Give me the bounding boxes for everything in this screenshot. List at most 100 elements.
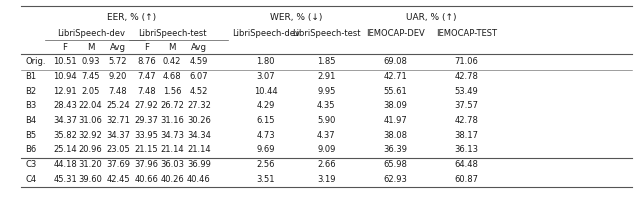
- Text: 37.96: 37.96: [134, 160, 159, 169]
- Text: 6.07: 6.07: [189, 72, 208, 81]
- Text: B4: B4: [26, 116, 36, 125]
- Text: 2.56: 2.56: [257, 160, 275, 169]
- Text: 40.26: 40.26: [160, 175, 184, 184]
- Text: 38.09: 38.09: [383, 101, 407, 110]
- Text: 38.17: 38.17: [454, 131, 479, 140]
- Text: 2.66: 2.66: [317, 160, 336, 169]
- Text: IEMOCAP-DEV: IEMOCAP-DEV: [366, 29, 424, 38]
- Text: LibriSpeech-dev: LibriSpeech-dev: [57, 29, 125, 38]
- Text: IEMOCAP-TEST: IEMOCAP-TEST: [436, 29, 497, 38]
- Text: 34.37: 34.37: [53, 116, 77, 125]
- Text: 21.15: 21.15: [135, 145, 159, 154]
- Text: EER, % (↑): EER, % (↑): [108, 13, 157, 22]
- Text: 23.05: 23.05: [106, 145, 130, 154]
- Text: 10.94: 10.94: [53, 72, 77, 81]
- Text: 31.20: 31.20: [79, 160, 102, 169]
- Text: 3.07: 3.07: [257, 72, 275, 81]
- Text: 39.60: 39.60: [79, 175, 102, 184]
- Text: 33.95: 33.95: [135, 131, 159, 140]
- Text: 7.48: 7.48: [138, 87, 156, 96]
- Text: 55.61: 55.61: [383, 87, 407, 96]
- Text: 0.93: 0.93: [81, 57, 100, 66]
- Text: 32.92: 32.92: [79, 131, 102, 140]
- Text: 35.82: 35.82: [53, 131, 77, 140]
- Text: B6: B6: [26, 145, 37, 154]
- Text: 26.72: 26.72: [160, 101, 184, 110]
- Text: B5: B5: [26, 131, 36, 140]
- Text: 37.69: 37.69: [106, 160, 130, 169]
- Text: C3: C3: [26, 160, 37, 169]
- Text: 20.96: 20.96: [79, 145, 102, 154]
- Text: 36.99: 36.99: [187, 160, 211, 169]
- Text: 4.52: 4.52: [189, 87, 208, 96]
- Text: B2: B2: [26, 87, 36, 96]
- Text: 30.26: 30.26: [187, 116, 211, 125]
- Text: 2.05: 2.05: [81, 87, 100, 96]
- Text: 1.56: 1.56: [163, 87, 181, 96]
- Text: 21.14: 21.14: [161, 145, 184, 154]
- Text: 4.68: 4.68: [163, 72, 182, 81]
- Text: 10.51: 10.51: [53, 57, 77, 66]
- Text: 34.73: 34.73: [160, 131, 184, 140]
- Text: 53.49: 53.49: [454, 87, 479, 96]
- Text: LibriSpeech-test: LibriSpeech-test: [138, 29, 207, 38]
- Text: 42.78: 42.78: [454, 116, 479, 125]
- Text: 36.03: 36.03: [160, 160, 184, 169]
- Text: 4.35: 4.35: [317, 101, 335, 110]
- Text: 45.31: 45.31: [53, 175, 77, 184]
- Text: 32.71: 32.71: [106, 116, 130, 125]
- Text: 9.95: 9.95: [317, 87, 335, 96]
- Text: 40.46: 40.46: [187, 175, 211, 184]
- Text: 36.39: 36.39: [383, 145, 407, 154]
- Text: LibriSpeech-dev: LibriSpeech-dev: [232, 29, 300, 38]
- Text: 27.92: 27.92: [135, 101, 159, 110]
- Text: F: F: [144, 43, 149, 52]
- Text: 4.37: 4.37: [317, 131, 336, 140]
- Text: 65.98: 65.98: [383, 160, 407, 169]
- Text: 7.47: 7.47: [138, 72, 156, 81]
- Text: 9.20: 9.20: [109, 72, 127, 81]
- Text: M: M: [87, 43, 94, 52]
- Text: 42.71: 42.71: [383, 72, 407, 81]
- Text: 2.91: 2.91: [317, 72, 335, 81]
- Text: 42.45: 42.45: [106, 175, 130, 184]
- Text: 64.48: 64.48: [454, 160, 479, 169]
- Text: WER, % (↓): WER, % (↓): [270, 13, 323, 22]
- Text: 4.73: 4.73: [257, 131, 275, 140]
- Text: 3.19: 3.19: [317, 175, 335, 184]
- Text: 7.45: 7.45: [81, 72, 100, 81]
- Text: 25.14: 25.14: [53, 145, 77, 154]
- Text: 41.97: 41.97: [383, 116, 407, 125]
- Text: 29.37: 29.37: [135, 116, 159, 125]
- Text: 12.91: 12.91: [53, 87, 77, 96]
- Text: 31.06: 31.06: [79, 116, 102, 125]
- Text: 22.04: 22.04: [79, 101, 102, 110]
- Text: C4: C4: [26, 175, 36, 184]
- Text: 1.85: 1.85: [317, 57, 335, 66]
- Text: 6.15: 6.15: [257, 116, 275, 125]
- Text: 4.59: 4.59: [189, 57, 208, 66]
- Text: 38.08: 38.08: [383, 131, 407, 140]
- Text: 42.78: 42.78: [454, 72, 479, 81]
- Text: 44.18: 44.18: [53, 160, 77, 169]
- Text: Avg: Avg: [110, 43, 126, 52]
- Text: 40.66: 40.66: [135, 175, 159, 184]
- Text: B1: B1: [26, 72, 36, 81]
- Text: 21.14: 21.14: [187, 145, 211, 154]
- Text: 34.34: 34.34: [187, 131, 211, 140]
- Text: 37.57: 37.57: [454, 101, 479, 110]
- Text: 27.32: 27.32: [187, 101, 211, 110]
- Text: 5.72: 5.72: [109, 57, 127, 66]
- Text: UAR, % (↑): UAR, % (↑): [406, 13, 456, 22]
- Text: 3.51: 3.51: [257, 175, 275, 184]
- Text: Avg: Avg: [191, 43, 207, 52]
- Text: 60.87: 60.87: [454, 175, 479, 184]
- Text: 62.93: 62.93: [383, 175, 407, 184]
- Text: 9.69: 9.69: [257, 145, 275, 154]
- Text: F: F: [63, 43, 68, 52]
- Text: 36.13: 36.13: [454, 145, 479, 154]
- Text: 9.09: 9.09: [317, 145, 335, 154]
- Text: 28.43: 28.43: [53, 101, 77, 110]
- Text: 25.24: 25.24: [106, 101, 130, 110]
- Text: 5.90: 5.90: [317, 116, 335, 125]
